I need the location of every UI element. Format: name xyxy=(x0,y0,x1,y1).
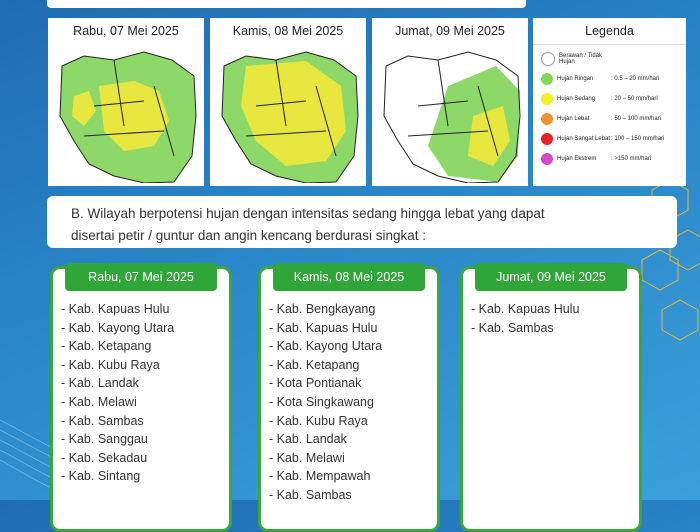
legend-item: Hujan Ringan : 0.5 – 20 mm/hari xyxy=(533,69,686,89)
list-item: - Kab. Kubu Raya xyxy=(269,413,368,428)
region-list: - Kab. Kapuas Hulu - Kab. Kayong Utara -… xyxy=(61,300,174,486)
region-list-day2: Kamis, 08 Mei 2025 - Kab. Bengkayang - K… xyxy=(258,263,440,532)
list-item: - Kab. Sambas xyxy=(61,413,144,428)
region-list-day1: Rabu, 07 Mei 2025 - Kab. Kapuas Hulu - K… xyxy=(50,263,232,532)
map-date: Jumat, 09 Mei 2025 xyxy=(395,24,505,38)
rainfall-map xyxy=(59,51,197,183)
list-item: - Kab. Kayong Utara xyxy=(61,320,175,335)
legend-label: Hujan Sangat Lebat xyxy=(557,136,611,142)
list-item: - Kab. Bengkayang xyxy=(269,302,376,316)
rainfall-map xyxy=(221,51,359,183)
red-dot-icon xyxy=(541,133,553,145)
map-date: Rabu, 07 Mei 2025 xyxy=(73,24,179,38)
green-dot-icon xyxy=(541,73,553,85)
list-item: - Kab. Sintang xyxy=(61,469,141,484)
list-item: - Kab. Mempawah xyxy=(269,469,371,484)
list-item: - Kab. Sekadau xyxy=(61,450,148,465)
section-b-note: B. Wilayah berpotensi hujan dengan inten… xyxy=(47,196,677,248)
map-card-day3: Jumat, 09 Mei 2025 xyxy=(372,18,528,186)
list-date-header: Rabu, 07 Mei 2025 xyxy=(65,263,217,291)
list-item: - Kab. Kapuas Hulu xyxy=(269,320,378,335)
list-item: - Kab. Ketapang xyxy=(61,339,152,354)
list-item: - Kab. Sambas xyxy=(471,320,554,335)
legend-range: : >150 mm/hari xyxy=(611,156,652,162)
list-item: - Kab. Sanggau xyxy=(61,432,148,447)
list-item: - Kab. Melawi xyxy=(269,450,345,465)
legend-label: Hujan Ringan xyxy=(557,76,594,82)
legend-item: Hujan Ekstrem : >150 mm/hari xyxy=(533,149,686,169)
list-item: - Kota Pontianak xyxy=(269,376,362,391)
list-date-header: Kamis, 08 Mei 2025 xyxy=(273,263,425,291)
note-line: disertai petir / guntur dan angin kencan… xyxy=(71,228,426,243)
legend-range: : 0.5 – 20 mm/hari xyxy=(611,76,660,82)
legend-item: Hujan Lebat : 50 – 100 mm/hari xyxy=(533,109,686,129)
list-item: - Kab. Landak xyxy=(269,432,347,447)
region-list: - Kab. Bengkayang - Kab. Kapuas Hulu - K… xyxy=(269,300,382,505)
rainfall-map xyxy=(383,51,521,183)
list-item: - Kab. Kayong Utara xyxy=(269,339,383,354)
legend-item: Hujan Sedang : 20 – 50 mm/hari xyxy=(533,89,686,109)
list-item: - Kab. Ketapang xyxy=(269,357,360,372)
list-item: - Kota Singkawang xyxy=(269,394,374,409)
list-date-header: Jumat, 09 Mei 2025 xyxy=(475,263,627,291)
region-list: - Kab. Kapuas Hulu - Kab. Sambas xyxy=(471,300,579,337)
list-item: - Kab. Kapuas Hulu xyxy=(471,302,580,316)
legend-label: Berawan / Tidak Hujan xyxy=(559,53,603,65)
list-item: - Kab. Sambas xyxy=(269,487,352,502)
legend-label: Hujan Sedang xyxy=(557,96,596,102)
list-item: - Kab. Melawi xyxy=(61,394,137,409)
map-card-day1: Rabu, 07 Mei 2025 xyxy=(48,18,204,186)
legend-panel: Legenda Berawan / Tidak Hujan Hujan Ring… xyxy=(533,18,686,186)
legend-range: : 50 – 100 mm/hari xyxy=(611,116,662,122)
white-dot-icon xyxy=(541,52,555,66)
note-line: B. Wilayah berpotensi hujan dengan inten… xyxy=(71,206,545,221)
magenta-dot-icon xyxy=(541,153,553,165)
region-list-day3: Jumat, 09 Mei 2025 - Kab. Kapuas Hulu - … xyxy=(460,263,642,532)
legend-item: Berawan / Tidak Hujan xyxy=(533,49,686,69)
orange-dot-icon xyxy=(541,113,553,125)
legend-label: Hujan Ekstrem xyxy=(557,156,597,162)
list-item: - Kab. Kubu Raya xyxy=(61,357,160,372)
legend-range: : 20 – 50 mm/hari xyxy=(611,96,658,102)
legend-label: Hujan Lebat xyxy=(557,116,590,122)
map-card-day2: Kamis, 08 Mei 2025 xyxy=(210,18,366,186)
legend-title: Legenda xyxy=(533,18,686,45)
yellow-dot-icon xyxy=(541,93,553,105)
top-strip xyxy=(47,0,526,8)
list-item: - Kab. Kapuas Hulu xyxy=(61,302,170,316)
map-date: Kamis, 08 Mei 2025 xyxy=(232,24,344,38)
list-item: - Kab. Landak xyxy=(61,376,139,391)
legend-item: Hujan Sangat Lebat : 100 – 150 mm/hari xyxy=(533,129,686,149)
legend-range: : 100 – 150 mm/hari xyxy=(611,136,665,142)
